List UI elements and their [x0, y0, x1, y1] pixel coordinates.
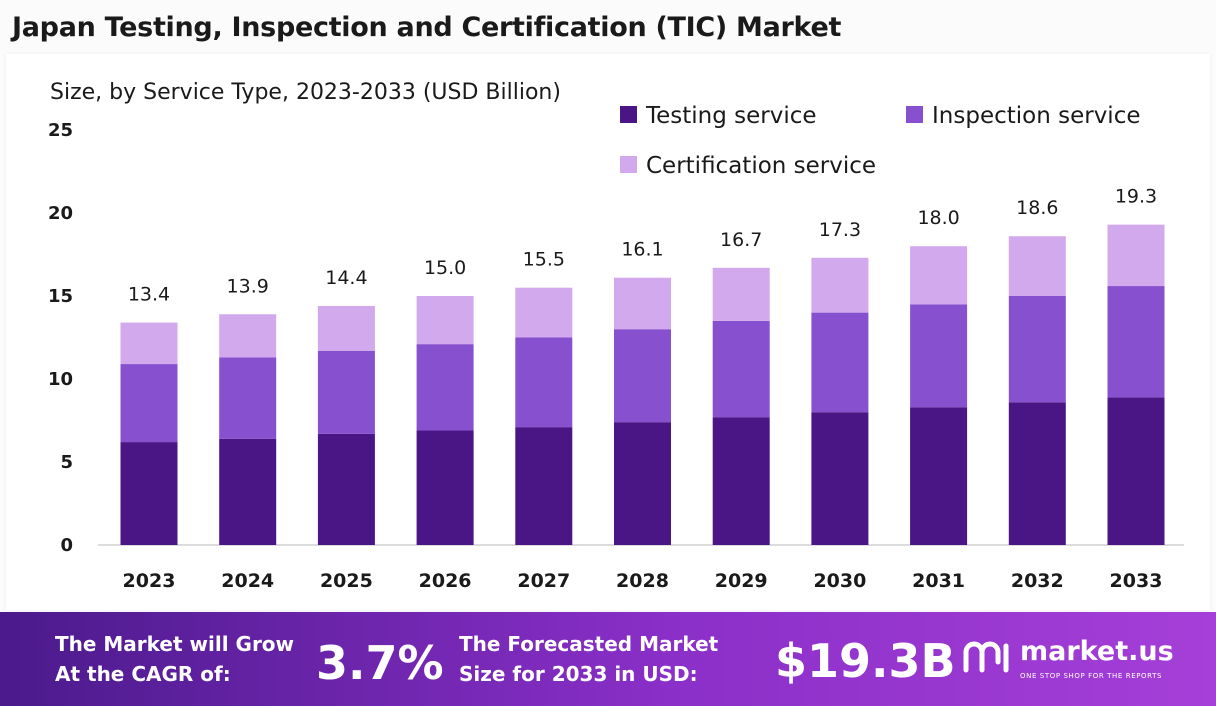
bar-segment-inspection-service-2027 [515, 337, 573, 428]
bar-segment-testing-service-2028 [614, 422, 671, 545]
y-tick-label: 20 [48, 203, 73, 224]
total-label-2027: 15.5 [523, 249, 565, 271]
page-title: Japan Testing, Inspection and Certificat… [12, 12, 842, 43]
bar-segment-certification-service-2029 [712, 267, 770, 321]
x-tick-label-2026: 2026 [419, 570, 472, 592]
bar-segment-testing-service-2031 [910, 407, 968, 545]
total-label-2030: 17.3 [819, 219, 861, 241]
bar-segment-inspection-service-2032 [1008, 296, 1066, 403]
legend-label-inspection-service: Inspection service [932, 103, 1141, 129]
total-label-2031: 18.0 [917, 207, 959, 229]
bars-group [120, 224, 1165, 545]
stacked-bar-chart: Size, by Service Type, 2023-2033 (USD Bi… [48, 80, 1184, 592]
bar-segment-testing-service-2023 [120, 442, 178, 545]
bar-segment-testing-service-2030 [811, 412, 869, 545]
forecast-value: $19.3B [775, 634, 956, 688]
bar-segment-certification-service-2030 [811, 257, 869, 313]
chart-legend: Testing service Inspection service Certifi… [620, 103, 1141, 179]
brand-tagline: ONE STOP SHOP FOR THE REPORTS [1020, 672, 1163, 680]
bar-segment-inspection-service-2028 [614, 329, 671, 423]
x-tick-label-2027: 2027 [517, 570, 570, 592]
bar-segment-testing-service-2026 [416, 430, 474, 545]
total-label-2028: 16.1 [621, 239, 663, 261]
total-label-2025: 14.4 [325, 267, 367, 289]
x-tick-label-2031: 2031 [912, 570, 965, 592]
bar-segment-inspection-service-2025 [317, 350, 375, 434]
bar-segment-inspection-service-2026 [416, 344, 474, 431]
y-tick-label: 10 [48, 369, 73, 390]
bar-segment-certification-service-2027 [515, 287, 573, 338]
total-label-2033: 19.3 [1115, 186, 1157, 208]
x-tick-label-2023: 2023 [123, 570, 176, 592]
bar-segment-certification-service-2026 [416, 296, 474, 345]
y-axis: 0 5 10 15 20 25 [48, 120, 73, 556]
total-label-2029: 16.7 [720, 229, 762, 251]
cagr-label: The Market will Grow At the CAGR of: [55, 632, 295, 686]
bar-segment-certification-service-2024 [219, 314, 277, 358]
x-axis: 2023 2024 2025 2026 2027 2028 2029 2030 2031 2032… [123, 570, 1163, 592]
bar-segment-certification-service-2032 [1008, 236, 1066, 296]
legend-label-certification-service: Certification service [646, 153, 876, 179]
bar-segment-testing-service-2032 [1008, 402, 1066, 545]
bar-segment-certification-service-2028 [614, 277, 671, 330]
total-label-2032: 18.6 [1016, 197, 1058, 219]
bar-segment-inspection-service-2030 [811, 312, 869, 413]
legend-swatch-testing-service [620, 106, 637, 123]
x-tick-label-2032: 2032 [1011, 570, 1064, 592]
bar-segment-inspection-service-2033 [1107, 286, 1165, 398]
bar-segment-testing-service-2027 [515, 427, 573, 545]
legend-swatch-inspection-service [906, 106, 923, 123]
bar-segment-testing-service-2025 [317, 433, 375, 545]
x-tick-label-2033: 2033 [1110, 570, 1163, 592]
brand-logo-block[interactable]: market.us ONE STOP SHOP FOR THE REPORTS [962, 636, 1202, 686]
total-labels: 13.4 13.9 14.4 15.0 15.5 16.1 16.7 17.3 18.0 18.6… [128, 186, 1157, 306]
chart-subtitle: Size, by Service Type, 2023-2033 (USD Bi… [50, 80, 561, 105]
market-us-logo-icon [963, 641, 1009, 673]
bar-segment-certification-service-2025 [317, 305, 375, 351]
forecast-label: The Forecasted Market Size for 2033 in U… [459, 632, 719, 686]
bar-segment-testing-service-2033 [1107, 397, 1165, 545]
y-tick-label: 0 [60, 535, 73, 556]
x-tick-label-2029: 2029 [715, 570, 768, 592]
legend-label-testing-service: Testing service [645, 103, 817, 129]
total-label-2026: 15.0 [424, 257, 466, 279]
bar-segment-inspection-service-2031 [910, 304, 968, 408]
bar-segment-inspection-service-2023 [120, 364, 178, 443]
legend-swatch-certification-service [620, 156, 637, 173]
bar-segment-certification-service-2023 [120, 322, 178, 365]
bar-segment-testing-service-2029 [712, 417, 770, 545]
x-tick-label-2028: 2028 [616, 570, 669, 592]
bar-segment-certification-service-2031 [910, 246, 968, 305]
x-tick-label-2025: 2025 [320, 570, 373, 592]
total-label-2023: 13.4 [128, 284, 170, 306]
brand-name: market.us [1020, 636, 1174, 667]
bar-segment-testing-service-2024 [219, 438, 277, 545]
x-tick-label-2024: 2024 [221, 570, 274, 592]
cagr-value: 3.7% [316, 636, 444, 690]
y-tick-label: 15 [48, 286, 73, 307]
x-tick-label-2030: 2030 [813, 570, 866, 592]
bar-segment-certification-service-2033 [1107, 224, 1165, 287]
footer-banner: The Market will Grow At the CAGR of: 3.7… [0, 612, 1216, 706]
y-tick-label: 5 [60, 452, 73, 473]
total-label-2024: 13.9 [227, 275, 269, 297]
bar-segment-inspection-service-2029 [712, 320, 770, 418]
y-tick-label: 25 [48, 120, 73, 141]
bar-segment-inspection-service-2024 [219, 357, 277, 439]
